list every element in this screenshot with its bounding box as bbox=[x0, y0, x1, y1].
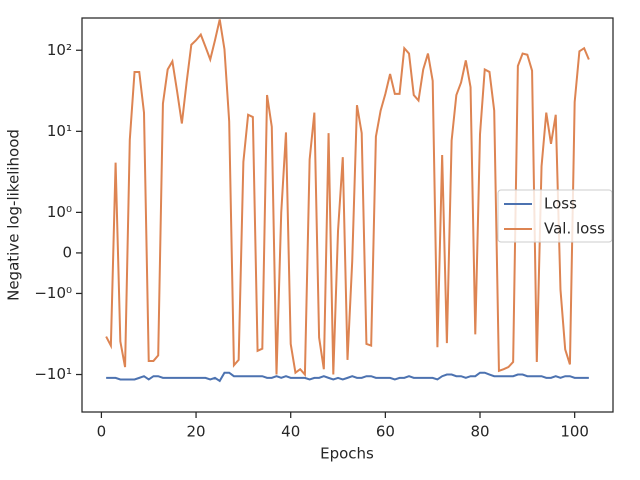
y-axis-label: Negative log-likelihood bbox=[5, 129, 23, 301]
x-tick-label: 40 bbox=[281, 423, 300, 441]
y-tick-label: 10² bbox=[47, 41, 72, 59]
x-tick-label: 20 bbox=[187, 423, 206, 441]
x-tick-label: 0 bbox=[97, 423, 107, 441]
x-tick-label: 100 bbox=[560, 423, 589, 441]
series-line bbox=[105, 19, 590, 378]
y-tick-label: 10⁰ bbox=[47, 203, 72, 221]
legend-label: Loss bbox=[544, 195, 577, 213]
x-tick-label: 60 bbox=[376, 423, 395, 441]
legend-label: Val. loss bbox=[544, 220, 605, 238]
y-tick-label: −10¹ bbox=[34, 365, 72, 383]
y-tick-label: 10¹ bbox=[47, 122, 72, 140]
x-tick-label: 80 bbox=[470, 423, 489, 441]
plot-frame bbox=[81, 17, 614, 413]
y-tick-label: −10⁰ bbox=[34, 284, 72, 302]
y-tick-label: 0 bbox=[62, 243, 72, 261]
series-line bbox=[106, 371, 589, 383]
x-axis-label: Epochs bbox=[320, 445, 374, 463]
